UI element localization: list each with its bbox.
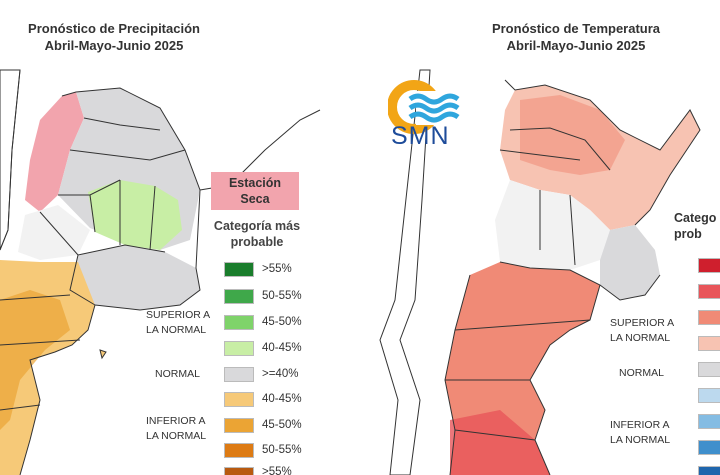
- legend-label: 50-55%: [262, 444, 302, 456]
- legend-swatch: [224, 443, 254, 458]
- legend-swatch: [698, 440, 720, 455]
- temperature-group-inferior-line1: INFERIOR A: [610, 419, 670, 431]
- temperature-legend-title-line1: Catego: [674, 211, 717, 225]
- legend-title: Categoría más probable: [203, 218, 311, 250]
- legend-swatch: [224, 367, 254, 382]
- temperature-title: Pronóstico de Temperatura Abril-Mayo-Jun…: [456, 20, 696, 54]
- legend-swatch: [224, 341, 254, 356]
- legend-swatch: [698, 362, 720, 377]
- precipitation-title-line1: Pronóstico de Precipitación: [28, 21, 200, 36]
- legend-title-line2: probable: [230, 235, 284, 249]
- temperature-map: [379, 69, 701, 475]
- legend-label: >55%: [262, 263, 292, 275]
- estacion-seca-line2: Seca: [240, 192, 270, 206]
- legend-label: 40-45%: [262, 342, 302, 354]
- legend-swatch: [224, 262, 254, 277]
- group-inferior: INFERIOR A LA NORMAL: [146, 414, 206, 444]
- legend-swatch: [698, 258, 720, 273]
- smn-logo-icon: [388, 80, 464, 134]
- legend-swatch: [224, 418, 254, 433]
- group-superior: SUPERIOR A LA NORMAL: [146, 308, 210, 338]
- legend-swatch: [698, 310, 720, 325]
- legend-label: 40-45%: [262, 393, 302, 405]
- temperature-panel: Pronóstico de Temperatura Abril-Mayo-Jun…: [360, 0, 720, 475]
- group-inferior-line2: LA NORMAL: [146, 430, 207, 442]
- legend-title-line1: Categoría más: [213, 219, 301, 233]
- legend-swatch: [698, 284, 720, 299]
- estacion-seca-line1: Estación: [228, 176, 282, 190]
- legend-swatch: [698, 414, 720, 429]
- group-inferior-line1: INFERIOR A: [146, 415, 206, 427]
- temperature-title-line2: Abril-Mayo-Junio 2025: [506, 38, 646, 53]
- temperature-group-superior: SUPERIOR A LA NORMAL: [610, 316, 674, 346]
- estacion-seca-label: Estación Seca: [211, 172, 299, 210]
- precipitation-panel: Pronóstico de Precipitación Abril-Mayo-J…: [0, 20, 321, 475]
- temperature-group-superior-line2: LA NORMAL: [610, 332, 671, 344]
- legend-swatch: [224, 315, 254, 330]
- legend-swatch: [224, 289, 254, 304]
- legend-swatch: [698, 388, 720, 403]
- precipitation-map: [0, 69, 321, 475]
- legend-label: 45-50%: [262, 316, 302, 328]
- legend-label: 50-55%: [262, 290, 302, 302]
- group-superior-line2: LA NORMAL: [146, 324, 207, 336]
- legend-swatch: [224, 392, 254, 407]
- precipitation-title: Pronóstico de Precipitación Abril-Mayo-J…: [0, 20, 228, 54]
- temperature-group-inferior: INFERIOR A LA NORMAL: [610, 418, 670, 448]
- temperature-group-inferior-line2: LA NORMAL: [610, 434, 671, 446]
- temperature-title-line1: Pronóstico de Temperatura: [491, 21, 661, 36]
- legend-swatch: [224, 467, 254, 475]
- legend-label: >=40%: [262, 368, 299, 380]
- normal-region: [600, 225, 660, 300]
- temperature-legend-title-line2: prob: [674, 227, 702, 241]
- superior-region: [88, 180, 182, 250]
- dry-season-region: [25, 92, 84, 212]
- group-superior-line1: SUPERIOR A: [146, 309, 211, 321]
- legend-swatch: [698, 466, 720, 475]
- legend-swatch: [698, 336, 720, 351]
- temperature-group-superior-line1: SUPERIOR A: [610, 317, 675, 329]
- temperature-group-normal: NORMAL: [619, 367, 664, 379]
- legend-label: >55%: [262, 466, 292, 475]
- smn-logo-text: SMN: [391, 122, 450, 150]
- legend-label: 45-50%: [262, 419, 302, 431]
- precipitation-title-line2: Abril-Mayo-Junio 2025: [44, 38, 184, 53]
- group-normal: NORMAL: [155, 368, 200, 380]
- temperature-legend-title: Catego prob: [674, 210, 720, 242]
